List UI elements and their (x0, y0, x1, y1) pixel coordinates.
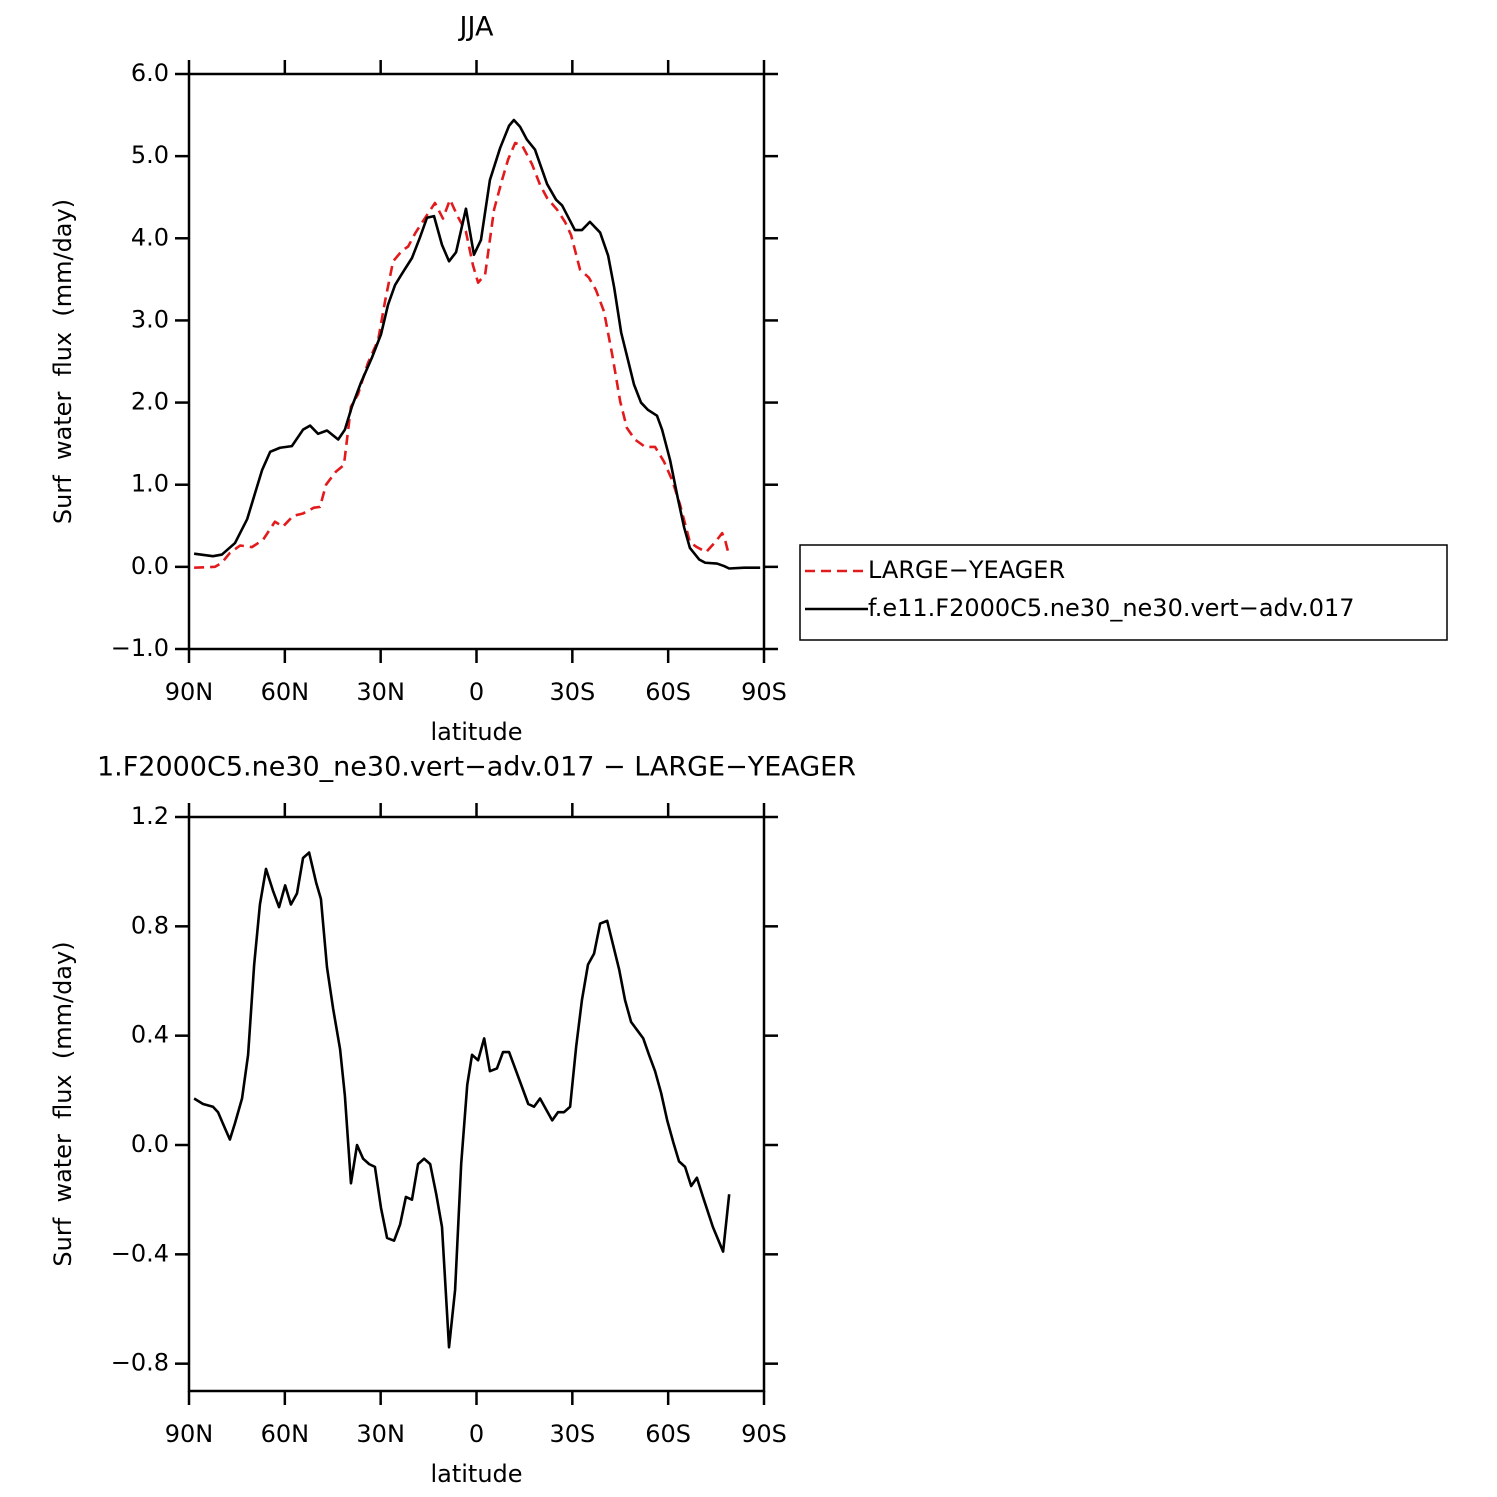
data-line (193, 851, 731, 1349)
y-tick-label: 0.8 (131, 911, 169, 939)
y-axis-label: Surf water flux (mm/day) (49, 941, 77, 1266)
x-tick-label: 90S (741, 1420, 787, 1448)
y-tick-label: 3.0 (131, 305, 169, 333)
y-tick-label: −1.0 (111, 634, 169, 662)
legend-label: LARGE−YEAGER (868, 556, 1065, 584)
data-line (193, 118, 761, 570)
x-tick-label: 60S (645, 678, 691, 706)
data-line (194, 141, 731, 569)
y-tick-label: −0.8 (111, 1349, 169, 1377)
x-tick-label: 90N (165, 678, 214, 706)
x-tick-label: 60N (261, 678, 310, 706)
x-tick-label: 30S (549, 678, 595, 706)
plot-frame (187, 72, 766, 651)
y-tick-label: −0.4 (111, 1239, 169, 1267)
y-tick-label: 0.4 (131, 1021, 169, 1049)
x-tick-label: 0 (469, 678, 484, 706)
y-tick-label: 4.0 (131, 223, 169, 251)
chart-title: 1.F2000C5.ne30_ne30.vert−adv.017 − LARGE… (97, 752, 856, 783)
x-tick-label: 30N (356, 1420, 405, 1448)
x-tick-label: 30S (549, 1420, 595, 1448)
y-tick-label: 0.0 (131, 1130, 169, 1158)
x-axis-label: latitude (430, 718, 522, 746)
x-tick-label: 90S (741, 678, 787, 706)
y-axis-label: Surf water flux (mm/day) (49, 199, 77, 524)
chart-title: JJA (458, 12, 494, 43)
y-tick-label: 2.0 (131, 388, 169, 416)
y-tick-label: 6.0 (131, 59, 169, 87)
y-tick-label: 1.0 (131, 470, 169, 498)
x-tick-label: 60N (261, 1420, 310, 1448)
x-tick-label: 0 (469, 1420, 484, 1448)
y-tick-label: 5.0 (131, 141, 169, 169)
legend-box (799, 544, 1448, 641)
y-tick-label: 1.2 (131, 802, 169, 830)
x-tick-label: 30N (356, 678, 405, 706)
legend-label: f.e11.F2000C5.ne30_ne30.vert−adv.017 (868, 594, 1355, 622)
plot-frame (187, 815, 766, 1393)
x-tick-label: 90N (165, 1420, 214, 1448)
x-axis-label: latitude (430, 1460, 522, 1488)
x-tick-label: 60S (645, 1420, 691, 1448)
y-tick-label: 0.0 (131, 552, 169, 580)
